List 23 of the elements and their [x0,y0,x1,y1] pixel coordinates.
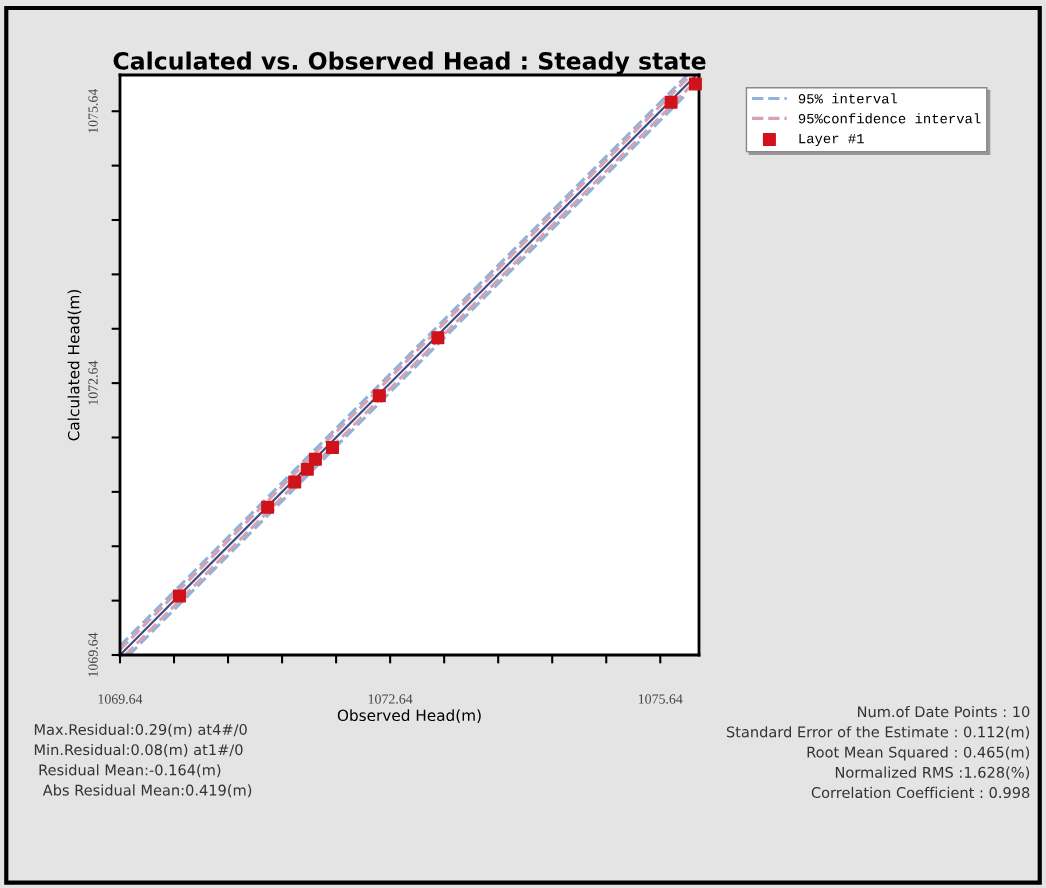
point [326,440,340,454]
point [288,475,302,489]
point [300,462,314,476]
point [688,77,702,91]
x-axis-title: Observed Head(m) [337,709,481,723]
point [431,331,445,345]
point [372,389,386,403]
y-tick-label: 1075.64 [88,88,98,133]
point [664,95,678,109]
text: Max.Residual:0.29(m) at4#/0 Min.Residual:0.08(m) at1#/0 Residual Mean:-0.164(m) Abs Residual Mean:0.419(m) [34,723,252,798]
chart-title: Calculated vs. Observed Head : Steady state [113,51,706,75]
x-tick-label: 1069.64 [98,694,143,704]
x-tick-label: 1072.64 [368,694,413,704]
point [261,500,275,514]
y-tick-label: 1072.64 [88,360,98,405]
y-axis-title: Calculated Head(m) [67,289,82,441]
legend-label: 95%confidence interval [798,113,981,124]
x-tick-label: 1075.64 [638,694,683,704]
point [172,589,186,603]
text: Num.of Date Points : 10 Standard Error of the Estimate : 0.112(m) Root Mean Squared : 0.465(m) Normalized RMS :1.628(%) Correlation Coefficient : 0.998 [726,705,1030,799]
legend-label: Layer #1 [799,134,864,147]
legend-label: 95% interval [798,93,898,104]
point [308,452,322,466]
